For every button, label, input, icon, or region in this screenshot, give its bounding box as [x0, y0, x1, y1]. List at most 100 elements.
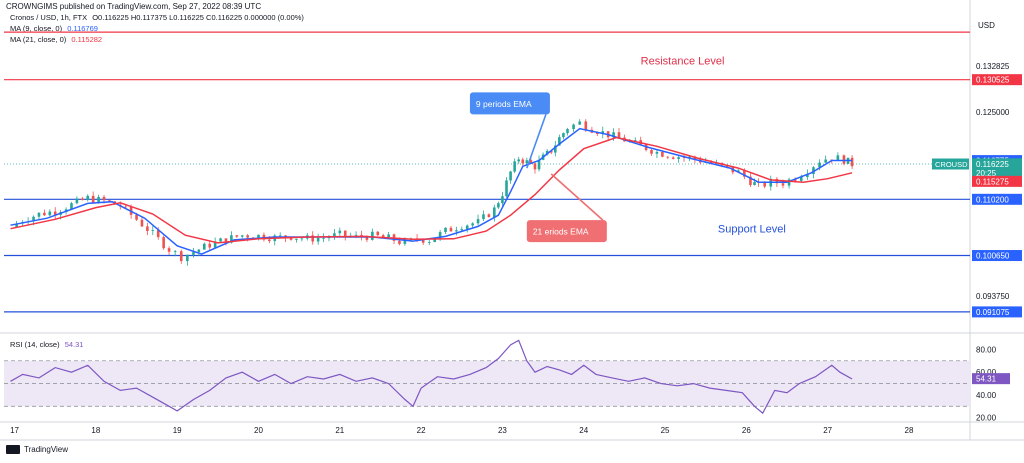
price-tag: [972, 193, 1022, 205]
price-tick-label: 0.093750: [976, 292, 1010, 301]
candle-body: [471, 223, 474, 226]
candle-body: [278, 235, 282, 237]
symbol-legend: Cronos / USD, 1h, FTX O0.116225 H0.11737…: [10, 13, 304, 22]
candle-body: [482, 214, 485, 220]
candle-body: [311, 235, 315, 242]
rsi-tick-label: 40.00: [976, 391, 997, 400]
annotation-box: [469, 92, 550, 115]
time-tick-label: 23: [498, 426, 507, 435]
rsi-value-tag-label: 54.31: [976, 375, 997, 384]
time-tick-label: 22: [417, 426, 426, 435]
candle-body: [509, 171, 512, 181]
candle-body: [86, 195, 90, 200]
time-tick-label: 24: [579, 426, 588, 435]
time-tick-label: 25: [661, 426, 670, 435]
candle-body: [501, 196, 504, 204]
candle-body: [596, 132, 599, 135]
ohlc-values: O0.116225 H0.117375 L0.116225 C0.116225 …: [92, 13, 304, 22]
candle-body: [365, 237, 369, 240]
candle-body: [688, 156, 691, 158]
candle-body: [197, 249, 201, 253]
candle-body: [151, 230, 155, 232]
candle-body: [75, 198, 79, 204]
time-tick-label: 19: [173, 426, 182, 435]
candle-body: [213, 241, 217, 248]
candle-body: [836, 155, 840, 160]
candle-body: [850, 157, 854, 167]
candle-body: [124, 206, 127, 208]
candle-body: [333, 233, 336, 238]
candle-body: [566, 129, 569, 134]
rsi-value-tag: [972, 373, 1010, 385]
candle-body: [156, 230, 160, 238]
annotation-label: 9 periods EMA: [476, 99, 532, 109]
time-tick-label: 27: [823, 426, 832, 435]
candle-body: [793, 179, 797, 181]
candle-body: [578, 121, 581, 125]
candle-body: [48, 211, 52, 216]
candle-body: [438, 232, 442, 239]
price-tag-label: 0.091075: [976, 308, 1010, 317]
annotation-pointer: [550, 173, 604, 221]
candle-body: [167, 248, 171, 252]
ma9-value: 0.116769: [67, 24, 98, 33]
candle-body: [70, 203, 73, 210]
candle-body: [521, 159, 525, 164]
candle-body: [235, 235, 239, 237]
candle-body: [666, 156, 670, 158]
candle-body: [433, 238, 436, 242]
candle-body: [338, 230, 342, 234]
price-tag: [972, 158, 1022, 170]
candle-body: [186, 254, 189, 262]
candle-body: [537, 159, 541, 170]
candle-body: [427, 241, 431, 243]
candle-body: [240, 235, 244, 237]
candle-body: [465, 225, 469, 230]
ma9-label: MA (9, close, 0): [10, 24, 63, 33]
candle-body: [37, 212, 41, 217]
candle-body: [387, 234, 390, 238]
candle-body: [517, 159, 521, 162]
ma21-value: 0.115282: [71, 35, 103, 44]
price-tag-label: 0.116225: [976, 160, 1009, 169]
candle-body: [572, 124, 575, 130]
ma21-label: MA (21, close, 0): [10, 35, 67, 44]
candle-body: [633, 140, 637, 141]
candle-body: [295, 238, 298, 240]
rsi-label: RSI (14, close): [10, 340, 60, 349]
candle-body: [203, 243, 206, 250]
candle-body: [371, 231, 374, 240]
candle-body: [376, 231, 380, 236]
candle-body: [102, 196, 106, 201]
candle-body: [289, 237, 293, 240]
candle-body: [487, 214, 491, 218]
currency-label: USD: [978, 21, 995, 30]
level-label: Support Level: [718, 223, 786, 235]
candle-body: [246, 235, 249, 238]
candle-body: [455, 230, 458, 232]
candle-body: [749, 176, 752, 186]
candle-body: [812, 167, 815, 174]
level-label: Resistance Level: [641, 56, 725, 68]
time-tick-label: 28: [905, 426, 914, 435]
candle-body: [354, 234, 358, 236]
candle-body: [558, 137, 561, 146]
candle-body: [661, 151, 664, 157]
currency-tag-label: CROUSD: [935, 160, 968, 169]
publisher-header: CROWNGIMS published on TradingView.com, …: [6, 2, 262, 11]
candle-body: [682, 157, 686, 159]
candle-body: [743, 170, 746, 177]
candle-body: [162, 237, 165, 249]
candle-body: [787, 179, 791, 186]
rsi-tick-label: 80.00: [976, 345, 997, 354]
candle-body: [617, 132, 621, 138]
candle-body: [179, 251, 183, 262]
candle-body: [268, 239, 271, 242]
rsi-line: [10, 339, 853, 415]
candle-body: [257, 234, 260, 239]
ma9-line: [10, 127, 853, 255]
price-tag-label: 0.110200: [976, 195, 1009, 204]
candle-body: [677, 157, 680, 159]
currency-tag: [932, 158, 969, 170]
